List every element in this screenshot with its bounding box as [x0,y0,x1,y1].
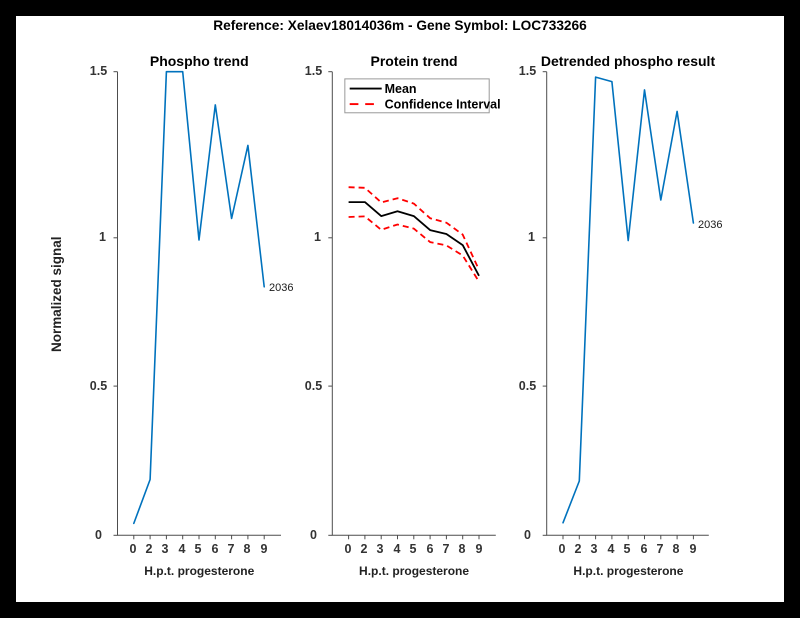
svg-text:2036: 2036 [698,219,722,231]
